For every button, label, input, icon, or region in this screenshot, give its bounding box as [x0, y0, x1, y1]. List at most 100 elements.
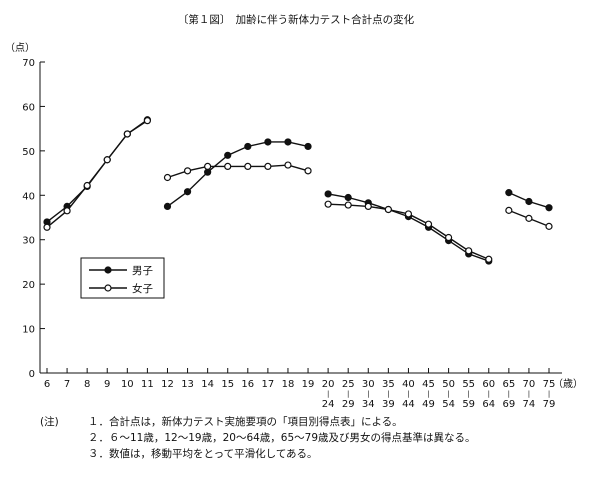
data-point-female [465, 247, 473, 255]
x-tick-label: 16 [241, 379, 254, 390]
data-point-female [204, 162, 212, 171]
data-point-male [324, 190, 332, 198]
x-tick-label: 10 [121, 379, 134, 390]
data-point-male [505, 189, 513, 197]
data-point-male [284, 138, 292, 146]
data-point-female [304, 167, 312, 175]
data-point-female [424, 220, 433, 228]
x-tick-label: 13 [181, 379, 194, 390]
data-point-female [143, 117, 151, 125]
x-tick-range-mark: | [407, 390, 409, 398]
x-tick-label: 50 [442, 379, 455, 390]
x-tick-label: 19 [302, 379, 315, 390]
legend-marker [104, 266, 112, 274]
x-tick-label-end: 69 [502, 399, 515, 410]
y-tick-label: 10 [22, 325, 35, 336]
y-tick-label: 30 [22, 236, 35, 247]
data-point-male [545, 204, 553, 212]
x-tick-range-mark: | [347, 390, 349, 398]
x-tick-label: 20 [322, 379, 335, 390]
data-point-female [485, 255, 493, 263]
x-tick-range-mark: | [447, 390, 449, 398]
data-point-male [204, 168, 212, 176]
x-tick-label: 75 [543, 379, 556, 390]
notes: (注) １．合計点は，新体力テスト実施要項の「項目別得点表」による。 ２．６～11… [40, 414, 580, 462]
x-tick-label: 8 [84, 379, 90, 390]
y-tick-label: 0 [29, 369, 35, 380]
x-tick-range-mark: | [327, 390, 329, 398]
data-point-female [384, 205, 392, 214]
y-tick-label: 40 [22, 191, 35, 202]
x-tick-label: 12 [161, 379, 174, 390]
x-tick-label: 17 [262, 379, 275, 390]
x-tick-label: 55 [462, 379, 475, 390]
x-tick-label-end: 79 [543, 399, 556, 410]
note-1-text: １．合計点は，新体力テスト実施要項の「項目別得点表」による。 [88, 416, 403, 428]
x-tick-range-mark: | [468, 390, 470, 398]
data-point-female [224, 162, 232, 171]
data-point-female [344, 201, 352, 209]
note-3: ３．数値は，移動平均をとって平滑化してある。 [40, 446, 580, 462]
data-point-female [404, 210, 413, 218]
data-point-female [264, 162, 272, 171]
data-point-female [324, 200, 332, 208]
x-tick-label: 6 [44, 379, 50, 390]
y-tick-label: 50 [22, 147, 35, 158]
data-point-female [545, 222, 553, 230]
note-2: ２．６～11歳，12～19歳，20～64歳，65～79歳及び男女の得点基準は異な… [40, 430, 580, 446]
note-2-text: ２．６～11歳，12～19歳，20～64歳，65～79歳及び男女の得点基準は異な… [88, 432, 476, 444]
y-tick-label: 70 [22, 58, 35, 69]
data-point-male [244, 142, 252, 151]
x-tick-range-mark: | [508, 390, 510, 398]
legend-marker [104, 284, 112, 292]
y-axis-label: （点） [5, 42, 35, 54]
note-3-text: ３．数値は，移動平均をとって平滑化してある。 [88, 448, 318, 460]
x-axis-unit: （歳） [553, 378, 583, 390]
x-tick-label: 30 [362, 379, 375, 390]
x-tick-range-mark: | [367, 390, 369, 398]
data-point-female [284, 161, 292, 169]
data-point-female [525, 214, 533, 222]
x-tick-label-end: 24 [322, 399, 335, 410]
data-point-female [445, 233, 453, 242]
x-tick-label-end: 54 [442, 399, 455, 410]
legend-box [80, 257, 165, 299]
data-point-female [163, 173, 172, 182]
series-line-male [327, 193, 489, 262]
data-point-male [304, 142, 312, 151]
data-point-female [364, 202, 372, 210]
data-point-male [224, 151, 232, 159]
chart-title: 〔第１図〕 加齢に伴う新体力テスト合計点の変化 [178, 13, 415, 26]
x-tick-label-end: 34 [362, 399, 375, 410]
x-tick-range-mark: | [387, 390, 389, 398]
data-point-male [163, 202, 172, 210]
x-tick-label: 9 [104, 379, 110, 390]
x-tick-label-end: 49 [422, 399, 435, 410]
x-tick-label: 11 [141, 379, 154, 390]
x-tick-range-mark: | [427, 390, 429, 398]
x-tick-label: 60 [482, 379, 495, 390]
x-tick-range-mark: | [488, 390, 490, 398]
x-tick-label: 45 [422, 379, 435, 390]
data-point-female [63, 207, 71, 215]
x-tick-label: 70 [523, 379, 536, 390]
data-point-male [525, 197, 533, 206]
x-tick-label-end: 29 [342, 399, 355, 410]
data-point-male [344, 193, 352, 202]
x-tick-label: 40 [402, 379, 415, 390]
data-point-female [103, 156, 111, 164]
x-tick-label: 18 [282, 379, 295, 390]
data-point-female [83, 181, 91, 190]
x-tick-label: 25 [342, 379, 355, 390]
x-tick-label: 65 [502, 379, 515, 390]
data-point-female [123, 130, 131, 138]
series-line-female [46, 120, 148, 228]
x-tick-label-end: 59 [462, 399, 475, 410]
note-1: (注) １．合計点は，新体力テスト実施要項の「項目別得点表」による。 [40, 414, 580, 430]
x-tick-label: 35 [382, 379, 395, 390]
legend-label: 女子 [132, 282, 153, 295]
series-line-male [46, 119, 148, 223]
data-point-female [244, 162, 252, 171]
